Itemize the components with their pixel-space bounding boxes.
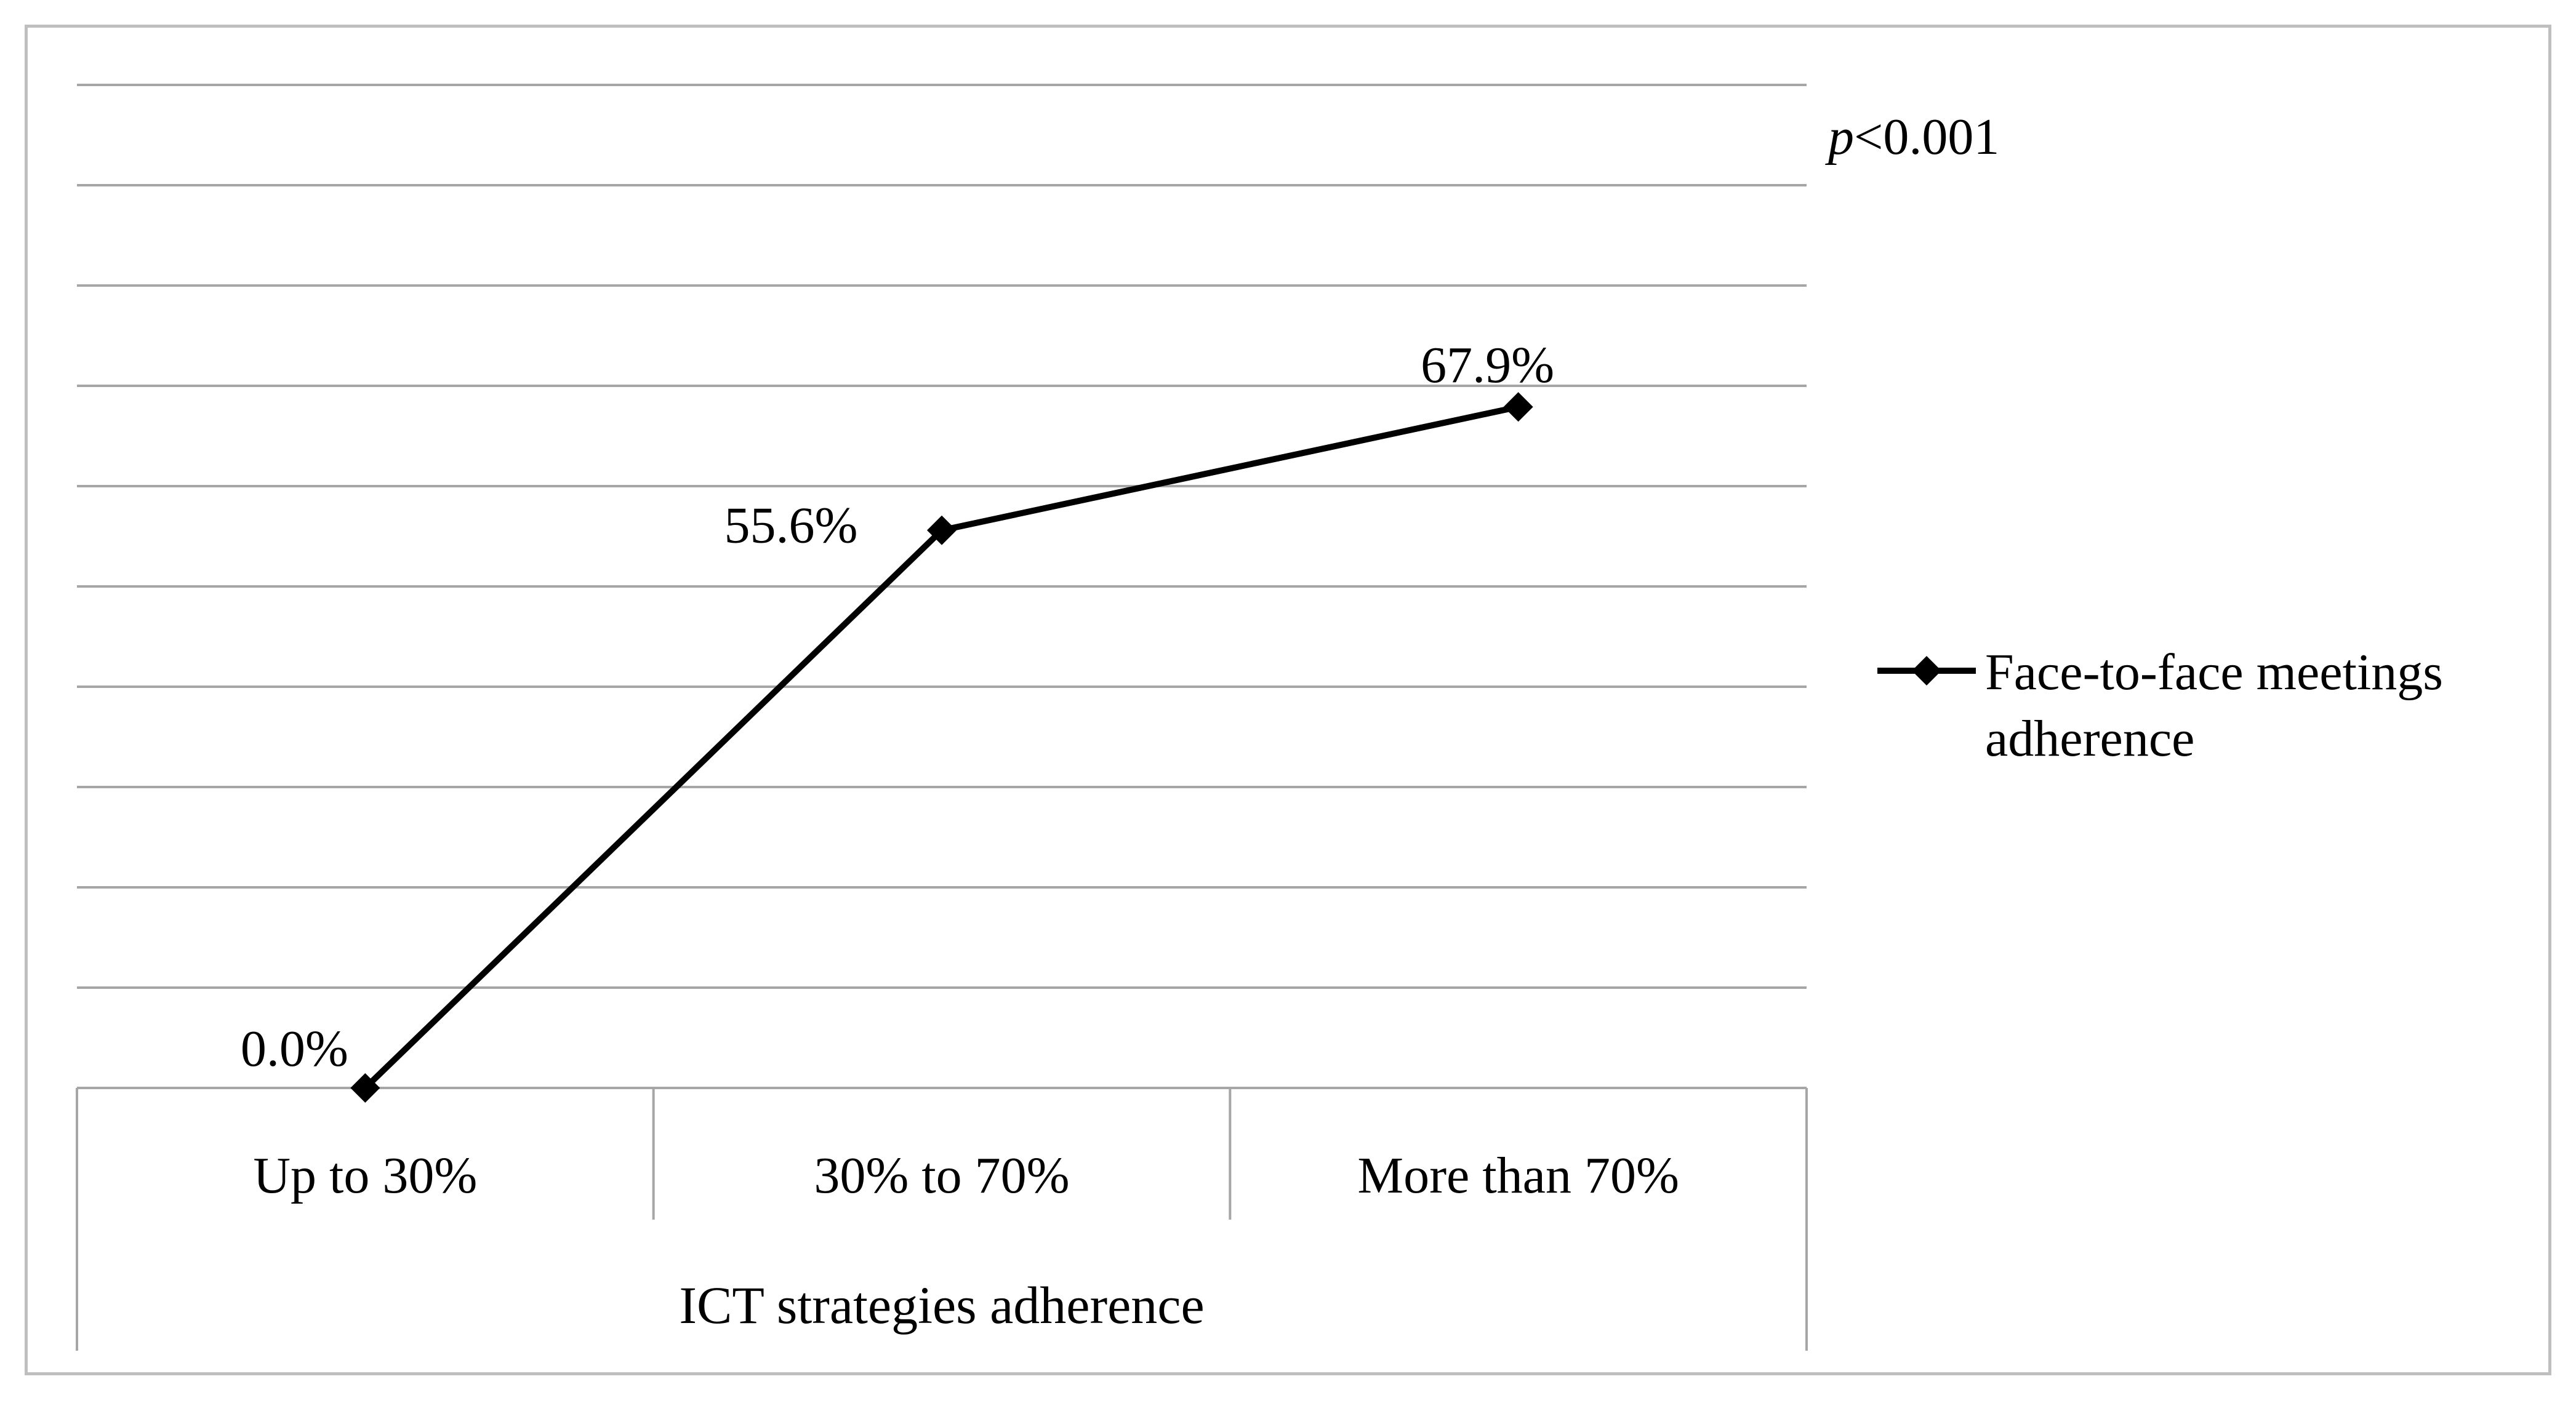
x-axis: Up to 30% 30% to 70% More than 70%: [76, 1087, 1808, 1351]
data-point-marker: [350, 1073, 380, 1103]
legend-label-line: adherence: [1985, 710, 2194, 767]
legend-label: Face-to-face meetings adherence: [1985, 644, 2443, 767]
p-value: <0.001: [1854, 108, 1999, 166]
data-label: 67.9%: [1421, 337, 1554, 394]
data-point-marker: [1503, 392, 1533, 422]
legend-marker: [1912, 656, 1941, 686]
data-labels: 0.0% 55.6% 67.9%: [241, 337, 1554, 1077]
x-tick-label: 30% to 70%: [814, 1147, 1069, 1204]
series-line: [363, 404, 1519, 1090]
x-tick-label: More than 70%: [1357, 1147, 1679, 1204]
p-symbol: p: [1825, 108, 1854, 166]
p-value-annotation: p<0.001: [1825, 108, 1999, 166]
x-tick-label: Up to 30%: [253, 1147, 477, 1204]
data-point-marker: [927, 515, 957, 545]
chart-frame: [25, 25, 2551, 1375]
data-label: 55.6%: [724, 497, 858, 554]
x-axis-title: ICT strategies adherence: [679, 1276, 1204, 1335]
gridlines: [77, 84, 1807, 989]
legend: Face-to-face meetings adherence: [1877, 644, 2443, 767]
series-face-to-face: [350, 392, 1533, 1103]
legend-label-line: Face-to-face meetings: [1985, 644, 2443, 701]
data-label: 0.0%: [241, 1020, 348, 1077]
